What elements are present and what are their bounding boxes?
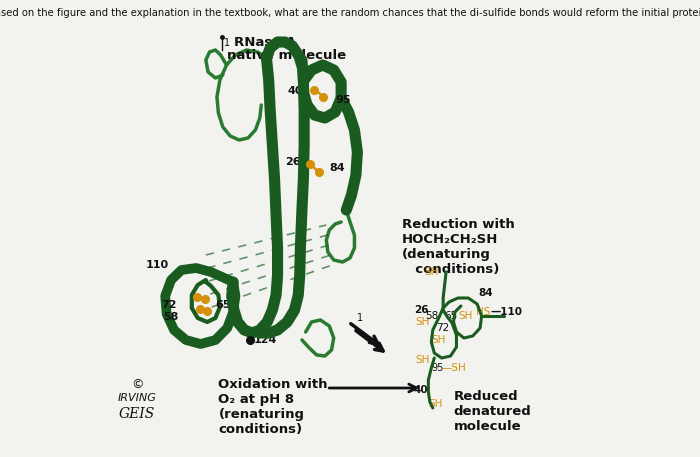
Text: O₂ at pH 8: O₂ at pH 8 — [218, 393, 295, 406]
Text: HOCH₂CH₂SH: HOCH₂CH₂SH — [402, 233, 498, 246]
Text: 58: 58 — [163, 312, 179, 322]
Text: 95: 95 — [335, 95, 351, 105]
Text: 26: 26 — [286, 157, 301, 167]
Text: SH: SH — [424, 267, 439, 277]
Text: IRVING: IRVING — [118, 393, 157, 403]
Text: molecule: molecule — [454, 420, 521, 433]
Text: 72: 72 — [161, 300, 176, 310]
Text: 72: 72 — [437, 323, 450, 333]
Text: RNase A: RNase A — [234, 36, 296, 49]
Text: (renaturing: (renaturing — [218, 408, 304, 421]
Text: native molecule: native molecule — [227, 49, 346, 62]
Text: HS: HS — [476, 307, 491, 317]
Text: 95: 95 — [431, 363, 444, 373]
Text: Oxidation with: Oxidation with — [218, 378, 328, 391]
Text: 124: 124 — [254, 335, 277, 345]
Text: 26: 26 — [414, 305, 429, 315]
Text: conditions): conditions) — [402, 263, 499, 276]
Text: ©: © — [131, 378, 144, 391]
Text: —SH: —SH — [442, 363, 466, 373]
Text: SH: SH — [428, 399, 442, 409]
Text: (denaturing: (denaturing — [402, 248, 491, 261]
Text: Based on the figure and the explanation in the textbook, what are the random cha: Based on the figure and the explanation … — [0, 8, 700, 18]
Text: SH: SH — [416, 355, 430, 365]
Text: SH: SH — [458, 311, 473, 321]
Text: —110: —110 — [491, 307, 522, 317]
Text: 58: 58 — [426, 311, 439, 321]
Text: denatured: denatured — [454, 405, 531, 418]
Text: 1: 1 — [224, 38, 230, 48]
Text: 84: 84 — [329, 163, 345, 173]
Text: 65: 65 — [444, 311, 458, 321]
Text: 65: 65 — [216, 300, 231, 310]
Text: SH: SH — [416, 317, 430, 327]
Text: 110: 110 — [146, 260, 169, 270]
Text: Reduced: Reduced — [454, 390, 518, 403]
Text: 1: 1 — [358, 313, 363, 323]
Text: 40: 40 — [414, 385, 428, 395]
Text: GEIS: GEIS — [119, 407, 155, 421]
Text: Reduction with: Reduction with — [402, 218, 514, 231]
Text: 84: 84 — [479, 288, 493, 298]
Text: 40: 40 — [287, 86, 302, 96]
Text: conditions): conditions) — [218, 423, 302, 436]
Text: SH: SH — [432, 335, 446, 345]
